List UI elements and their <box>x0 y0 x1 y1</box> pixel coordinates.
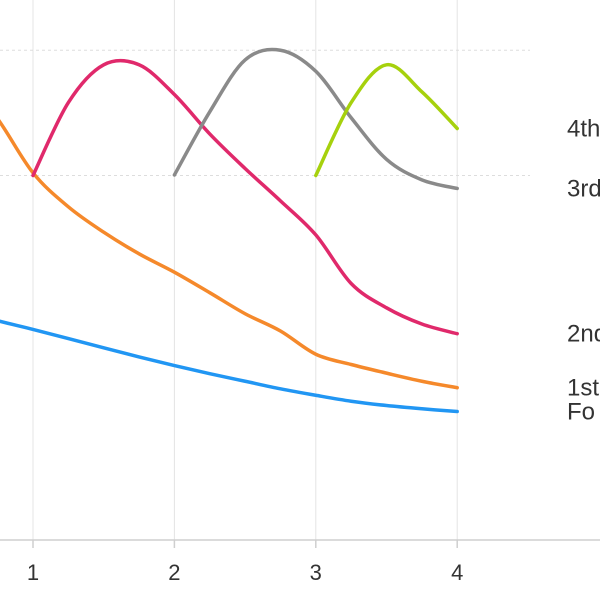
series-line-4th <box>314 63 459 178</box>
series-line-fo <box>0 319 459 414</box>
legend-label-fo: Fo <box>567 398 595 425</box>
legend-label-3rd: 3rd <box>567 175 600 202</box>
legend-label-1st: 1st <box>567 375 599 402</box>
series-line-1st <box>0 119 459 390</box>
series-line-2nd <box>31 58 459 336</box>
x-tick-label-4: 4 <box>451 560 463 585</box>
legend-label-2nd: 2nd <box>567 321 600 348</box>
series-line-3rd <box>172 47 459 191</box>
legend-label-4th: 4th <box>567 116 600 143</box>
x-axis: 1 2 3 4 <box>0 539 600 585</box>
x-tick-label-1: 1 <box>27 560 39 585</box>
series-lines <box>0 47 459 414</box>
x-tick-label-3: 3 <box>310 560 322 585</box>
x-tick-label-2: 2 <box>168 560 180 585</box>
gridlines <box>0 0 530 540</box>
